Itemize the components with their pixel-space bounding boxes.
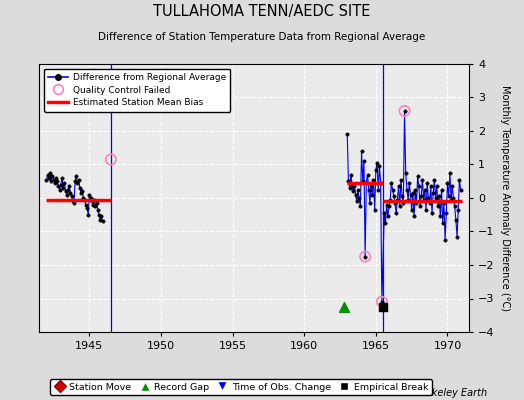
Text: TULLAHOMA TENN/AEDC SITE: TULLAHOMA TENN/AEDC SITE bbox=[154, 4, 370, 19]
Point bbox=[340, 304, 348, 310]
Point bbox=[379, 304, 387, 310]
Text: Berkeley Earth: Berkeley Earth bbox=[415, 388, 487, 398]
Text: Difference of Station Temperature Data from Regional Average: Difference of Station Temperature Data f… bbox=[99, 32, 425, 42]
Point bbox=[378, 299, 386, 305]
Point bbox=[107, 156, 115, 163]
Legend: Difference from Regional Average, Quality Control Failed, Estimated Station Mean: Difference from Regional Average, Qualit… bbox=[44, 68, 231, 112]
Y-axis label: Monthly Temperature Anomaly Difference (°C): Monthly Temperature Anomaly Difference (… bbox=[500, 85, 510, 311]
Point bbox=[361, 254, 369, 260]
Legend: Station Move, Record Gap, Time of Obs. Change, Empirical Break: Station Move, Record Gap, Time of Obs. C… bbox=[50, 379, 432, 395]
Point bbox=[400, 108, 409, 114]
